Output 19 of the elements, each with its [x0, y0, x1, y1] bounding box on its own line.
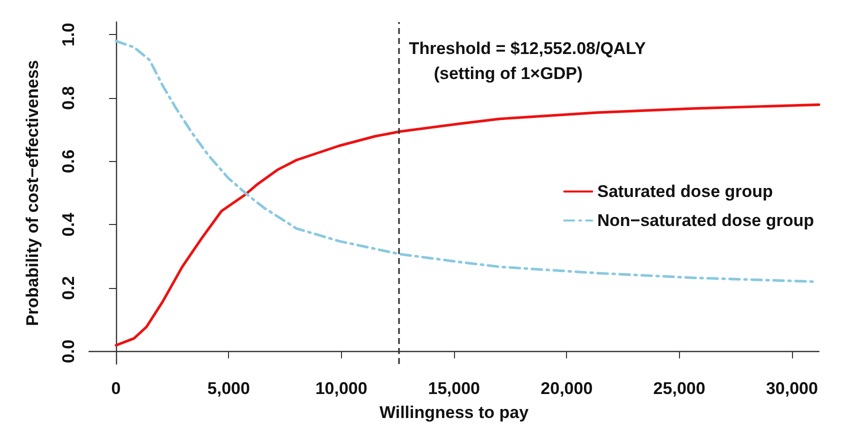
y-axis-title: Probability of cost−effectiveness	[23, 60, 42, 326]
legend-label: Non−saturated dose group	[597, 211, 814, 230]
y-tick-label: 0.2	[59, 276, 78, 300]
ref-line-label: Threshold = $12,552.08/QALY (setting of 1×GDP)	[408, 39, 647, 83]
y-tick-label: 0.0	[59, 340, 78, 364]
x-tick-label: 0	[111, 379, 121, 398]
line-series	[114, 103, 820, 347]
x-tick-label: 30,000	[766, 379, 818, 398]
x-tick-label: 10,000	[315, 379, 368, 398]
y-tick-label: 0.4	[59, 212, 78, 236]
x-tick-label: 25,000	[653, 379, 706, 398]
y-tick-label: 0.8	[59, 86, 78, 110]
x-tick-label: 5,000	[207, 379, 250, 398]
y-tick-label: 1.0	[59, 22, 78, 46]
x-tick-label: 20,000	[540, 379, 593, 398]
legend-label: Saturated dose group	[597, 182, 773, 201]
y-tick-label: 0.6	[59, 150, 78, 174]
x-axis-title: Willingness to pay	[379, 403, 530, 422]
x-tick-label: 15,000	[428, 379, 480, 398]
